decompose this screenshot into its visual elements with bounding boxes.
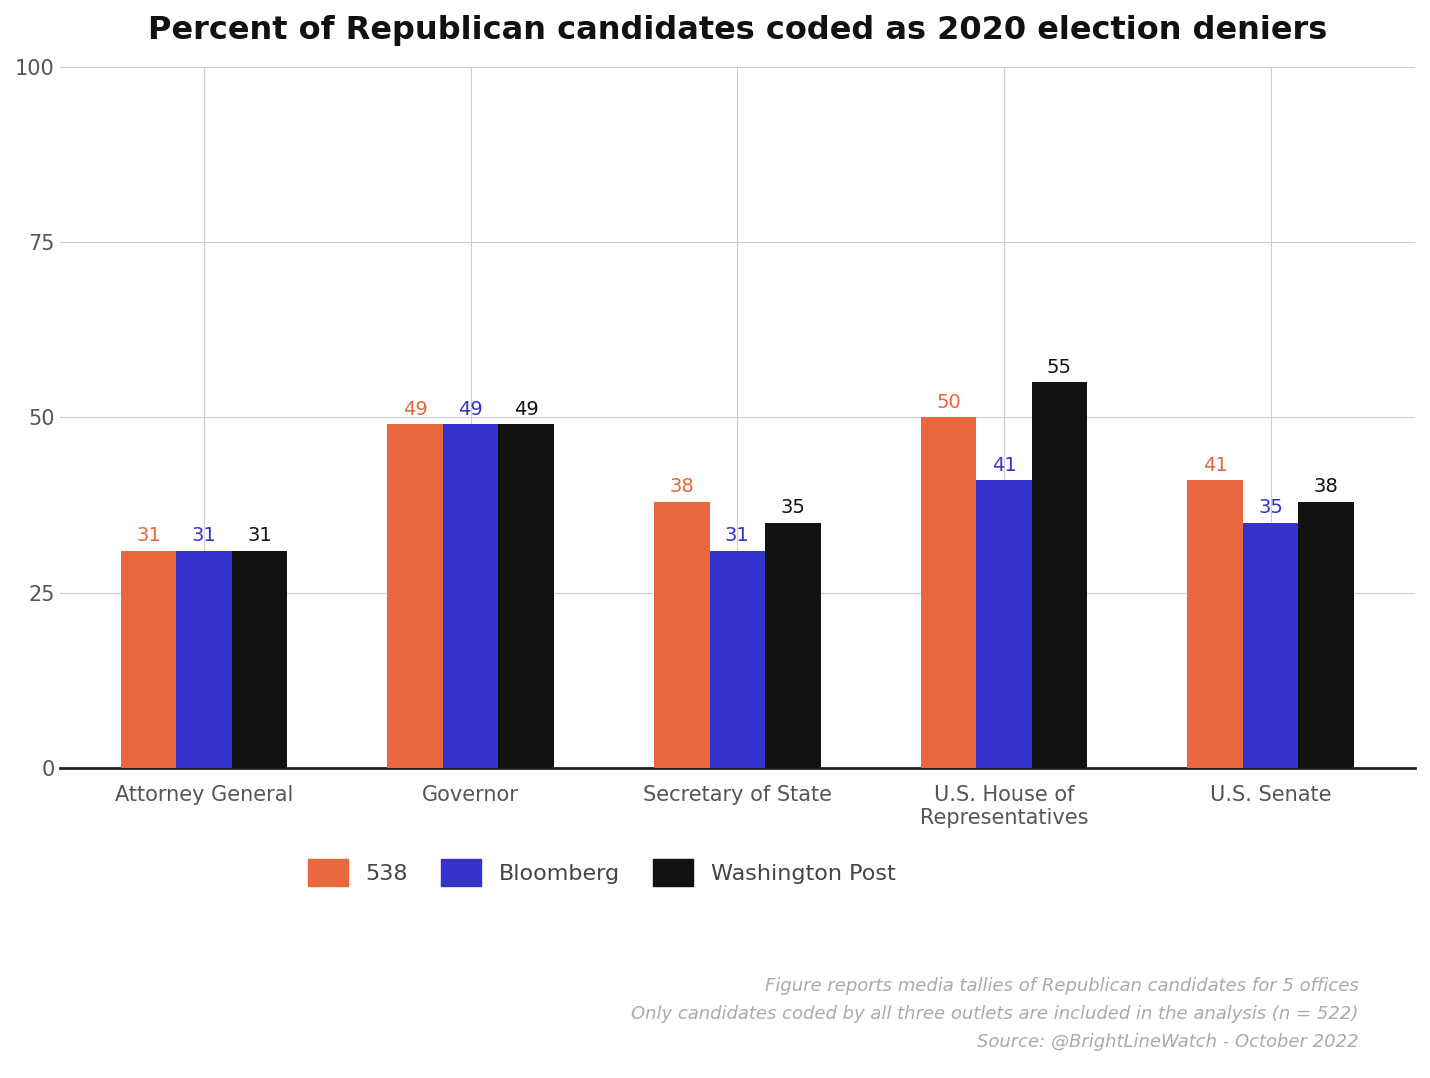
Text: 31: 31 bbox=[136, 526, 160, 545]
Bar bbox=[1187, 481, 1243, 768]
Text: 50: 50 bbox=[937, 392, 961, 412]
Text: 41: 41 bbox=[1203, 456, 1227, 475]
Text: 31: 31 bbox=[247, 526, 272, 545]
Text: Figure reports media tallies of Republican candidates for 5 offices
Only candida: Figure reports media tallies of Republic… bbox=[631, 978, 1358, 1051]
Legend: 538, Bloomberg, Washington Post: 538, Bloomberg, Washington Post bbox=[296, 847, 907, 897]
Bar bbox=[443, 425, 499, 768]
Text: 49: 49 bbox=[458, 400, 483, 418]
Text: 49: 49 bbox=[513, 400, 539, 418]
Text: 49: 49 bbox=[403, 400, 428, 418]
Text: 35: 35 bbox=[781, 498, 805, 517]
Bar bbox=[921, 417, 977, 768]
Bar bbox=[1243, 523, 1298, 768]
Text: 31: 31 bbox=[725, 526, 749, 545]
Text: 55: 55 bbox=[1047, 358, 1072, 376]
Bar bbox=[765, 523, 821, 768]
Text: 38: 38 bbox=[1314, 476, 1338, 496]
Text: 38: 38 bbox=[669, 476, 694, 496]
Bar bbox=[388, 425, 443, 768]
Text: 35: 35 bbox=[1258, 498, 1283, 517]
Bar bbox=[654, 501, 709, 768]
Title: Percent of Republican candidates coded as 2020 election deniers: Percent of Republican candidates coded a… bbox=[147, 15, 1327, 46]
Bar bbox=[176, 551, 232, 768]
Bar bbox=[232, 551, 287, 768]
Bar bbox=[977, 481, 1031, 768]
Text: 41: 41 bbox=[991, 456, 1017, 475]
Bar bbox=[1298, 501, 1354, 768]
Bar bbox=[709, 551, 765, 768]
Bar bbox=[1031, 383, 1087, 768]
Bar bbox=[120, 551, 176, 768]
Text: 31: 31 bbox=[192, 526, 216, 545]
Bar bbox=[499, 425, 553, 768]
